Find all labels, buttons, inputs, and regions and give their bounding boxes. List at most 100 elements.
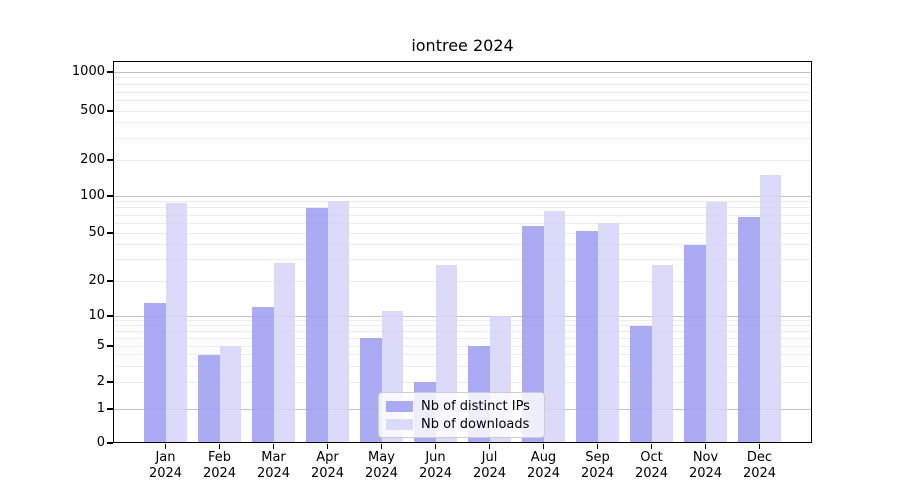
x-tick [596, 444, 599, 449]
x-label-month: Mar [261, 450, 286, 465]
x-label-year: 2024 [742, 466, 777, 481]
x-label-month: Jun [425, 450, 446, 465]
legend-label-downloads: Nb of downloads [421, 416, 530, 432]
x-tick [488, 444, 491, 449]
y-tick-label: 50 [88, 225, 105, 240]
x-tick [758, 444, 761, 449]
y-tick [107, 442, 113, 444]
x-tick-label: Oct 2024 [622, 450, 682, 482]
y-tick [107, 110, 113, 112]
gridline-minor [114, 232, 812, 234]
bar-downloads [165, 203, 187, 443]
gridline-major [114, 195, 812, 197]
gridline-minor [114, 354, 812, 356]
gridline-minor [114, 110, 812, 112]
y-tick [107, 195, 113, 197]
bar-distinct-ips [738, 216, 760, 443]
x-label-month: Feb [207, 450, 232, 465]
gridline-minor [114, 244, 812, 246]
x-tick [542, 444, 545, 449]
y-tick [107, 280, 113, 282]
y-tick [107, 232, 113, 234]
y-tick-label: 500 [80, 103, 105, 118]
bar-distinct-ips [252, 306, 274, 443]
gridline-minor [114, 207, 812, 209]
gridline-minor [114, 201, 812, 203]
x-tick-label: Jul 2024 [460, 450, 520, 482]
gridline-minor [114, 137, 812, 139]
bar-downloads [651, 265, 673, 443]
x-tick [434, 444, 437, 449]
gridline-minor [114, 122, 812, 124]
x-label-year: 2024 [256, 466, 291, 481]
gridline-minor [114, 84, 812, 86]
y-tick [107, 71, 113, 73]
gridline-minor [114, 100, 812, 102]
x-label-month: Apr [316, 450, 339, 465]
x-label-year: 2024 [580, 466, 615, 481]
legend-label-distinct-ips: Nb of distinct IPs [421, 398, 530, 414]
x-label-month: Jan [155, 450, 176, 465]
x-tick-label: May 2024 [352, 450, 412, 482]
x-label-year: 2024 [526, 466, 561, 481]
y-tick [107, 315, 113, 317]
gridline-minor [114, 320, 812, 322]
legend-swatch-downloads [386, 418, 413, 430]
gridline-minor [114, 337, 812, 339]
bar-distinct-ips [144, 302, 166, 443]
x-label-month: Jul [481, 450, 498, 465]
gridline-minor [114, 159, 812, 161]
x-label-year: 2024 [472, 466, 507, 481]
legend-swatch-distinct-ips [386, 400, 413, 412]
x-tick-label: Jan 2024 [136, 450, 196, 482]
x-tick [650, 444, 653, 449]
x-tick [164, 444, 167, 449]
y-tick-label: 20 [88, 273, 105, 288]
bar-distinct-ips [630, 325, 652, 443]
gridline-minor [114, 325, 812, 327]
x-label-month: Nov [692, 450, 719, 465]
chart-title: iontree 2024 [411, 36, 514, 55]
gridline-major [114, 315, 812, 317]
gridline-minor [114, 259, 812, 261]
x-label-month: Sep [585, 450, 610, 465]
x-tick [272, 444, 275, 449]
x-label-month: Dec [746, 450, 773, 465]
gridline-minor [114, 330, 812, 332]
x-tick-label: Aug 2024 [514, 450, 574, 482]
gridline-major [114, 71, 812, 73]
gridline-minor [114, 345, 812, 347]
bar-distinct-ips [684, 244, 706, 443]
x-tick-label: Apr 2024 [298, 450, 358, 482]
bar-downloads [273, 263, 295, 443]
gridline-minor [114, 365, 812, 367]
bar-downloads [543, 211, 565, 443]
x-tick-label: Jun 2024 [406, 450, 466, 482]
x-tick [704, 444, 707, 449]
y-tick-label: 1000 [71, 64, 105, 79]
x-tick-label: Dec 2024 [730, 450, 790, 482]
y-tick [107, 381, 113, 383]
bar-downloads [597, 223, 619, 443]
x-label-year: 2024 [310, 466, 345, 481]
legend-item-distinct-ips: Nb of distinct IPs [386, 399, 536, 414]
bar-distinct-ips [522, 226, 544, 443]
bar-downloads [327, 201, 349, 443]
x-tick [326, 444, 329, 449]
legend-item-downloads: Nb of downloads [386, 417, 536, 432]
x-label-year: 2024 [148, 466, 183, 481]
x-label-year: 2024 [418, 466, 453, 481]
bar-distinct-ips [306, 207, 328, 443]
x-label-month: May [368, 450, 395, 465]
x-tick-label: Mar 2024 [244, 450, 304, 482]
y-tick [107, 408, 113, 410]
y-tick-label: 5 [96, 338, 105, 353]
x-tick [380, 444, 383, 449]
bar-downloads [759, 174, 781, 443]
gridline-minor [114, 381, 812, 383]
x-label-year: 2024 [202, 466, 237, 481]
x-label-month: Oct [640, 450, 663, 465]
y-tick [107, 159, 113, 161]
